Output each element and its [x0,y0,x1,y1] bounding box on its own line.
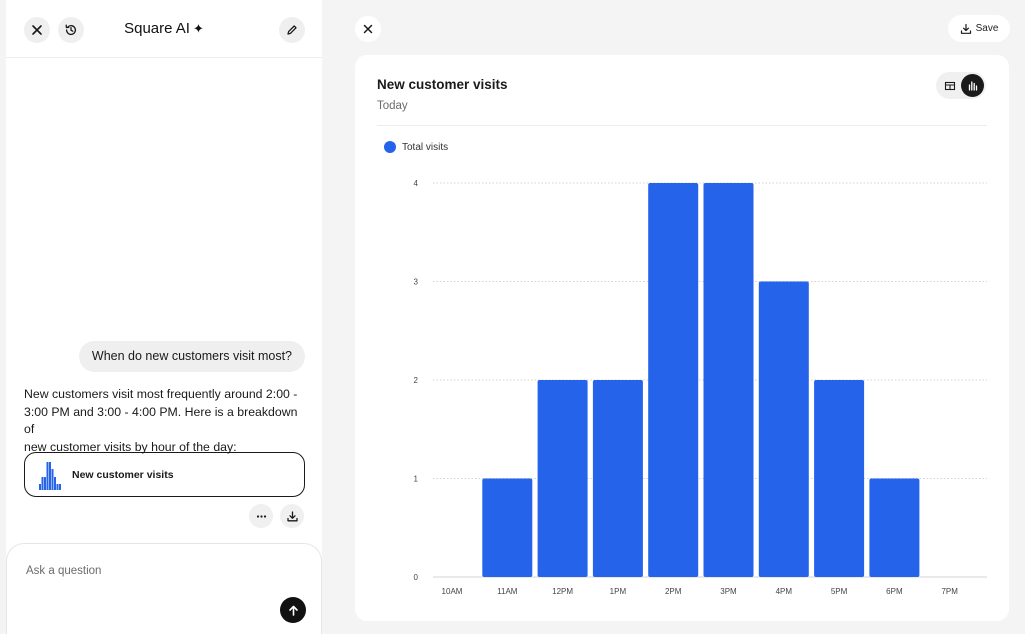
chart-bar[interactable] [869,478,920,578]
chat-header: Square AI ✦ [6,0,322,58]
history-button[interactable] [58,17,84,43]
chart-card: New customer visits Today Total visits 0… [355,55,1009,621]
bar-chart-icon [968,80,977,91]
y-tick-label: 3 [414,278,419,287]
legend-label: Total visits [402,141,449,153]
x-tick-label: 10AM [442,587,463,596]
bar-chart: 0 1 2 3 4 10AM 11AM 12PM 1PM 2PM 3PM 4PM 5PM 6PM 7PM [414,179,987,596]
chart-bar[interactable] [592,380,643,577]
table-view-button[interactable] [938,74,961,97]
pencil-icon [287,25,297,35]
y-tick-label: 4 [414,179,419,188]
table-icon [944,81,955,90]
x-tick-label: 5PM [831,587,848,596]
chart-bar[interactable] [814,380,865,577]
ask-input[interactable] [26,565,266,577]
result-card-label: New customer visits [72,468,174,481]
chart-title: New customer visits [377,77,508,92]
download-button[interactable] [280,504,304,528]
close-button[interactable] [24,17,50,43]
chart-bar[interactable] [537,380,588,577]
y-tick-label: 2 [414,376,419,385]
chat-panel: Square AI ✦ When do new customers visit m… [6,0,322,634]
x-tick-label: 3PM [720,587,737,596]
x-tick-label: 2PM [665,587,682,596]
ai-response: New customers visit most frequently arou… [24,386,309,456]
chat-title-text: Square AI [124,20,190,37]
sparkle-icon: ✦ [192,21,204,36]
ai-response-line: New customers visit most frequently arou… [24,387,298,401]
edit-button[interactable] [279,17,305,43]
close-chart-button[interactable] [355,16,381,42]
x-tick-label: 12PM [552,587,573,596]
more-options-button[interactable] [249,504,273,528]
close-icon [32,25,42,35]
ai-response-line: 3:00 PM and 3:00 - 4:00 PM. Here is a br… [24,404,298,437]
arrow-up-icon [288,605,298,616]
ai-response-line: new customer visits by hour of the day: [24,439,237,454]
chart-bar[interactable] [758,281,809,578]
ask-box [6,543,322,634]
save-label: Save [975,23,999,34]
chart-subtitle: Today [377,100,408,112]
chart-bar[interactable] [648,183,699,577]
chart-view-button[interactable] [961,74,984,97]
x-tick-label: 7PM [941,587,958,596]
download-icon [960,23,971,34]
x-tick-label: 4PM [776,587,793,596]
send-button[interactable] [280,597,306,623]
user-message: When do new customers visit most? [78,341,305,372]
view-toggle [936,72,986,99]
more-icon [256,514,266,518]
y-tick-label: 1 [414,475,419,484]
chat-title: Square AI ✦ [6,20,322,37]
x-tick-label: 6PM [886,587,903,596]
legend-swatch [384,141,396,153]
x-tick-label: 11AM [497,587,518,596]
x-tick-label: 1PM [610,587,627,596]
result-card[interactable]: New customer visits [24,452,305,497]
download-icon [286,510,298,521]
bar-chart-icon [39,461,61,490]
history-icon [65,24,77,36]
chart-bar[interactable] [703,183,754,577]
chart-bar[interactable] [482,478,533,578]
divider [377,125,987,126]
y-tick-label: 0 [414,573,419,582]
chart-legend: Total visits [384,141,448,153]
close-icon [363,24,373,34]
save-button[interactable]: Save [948,15,1010,42]
